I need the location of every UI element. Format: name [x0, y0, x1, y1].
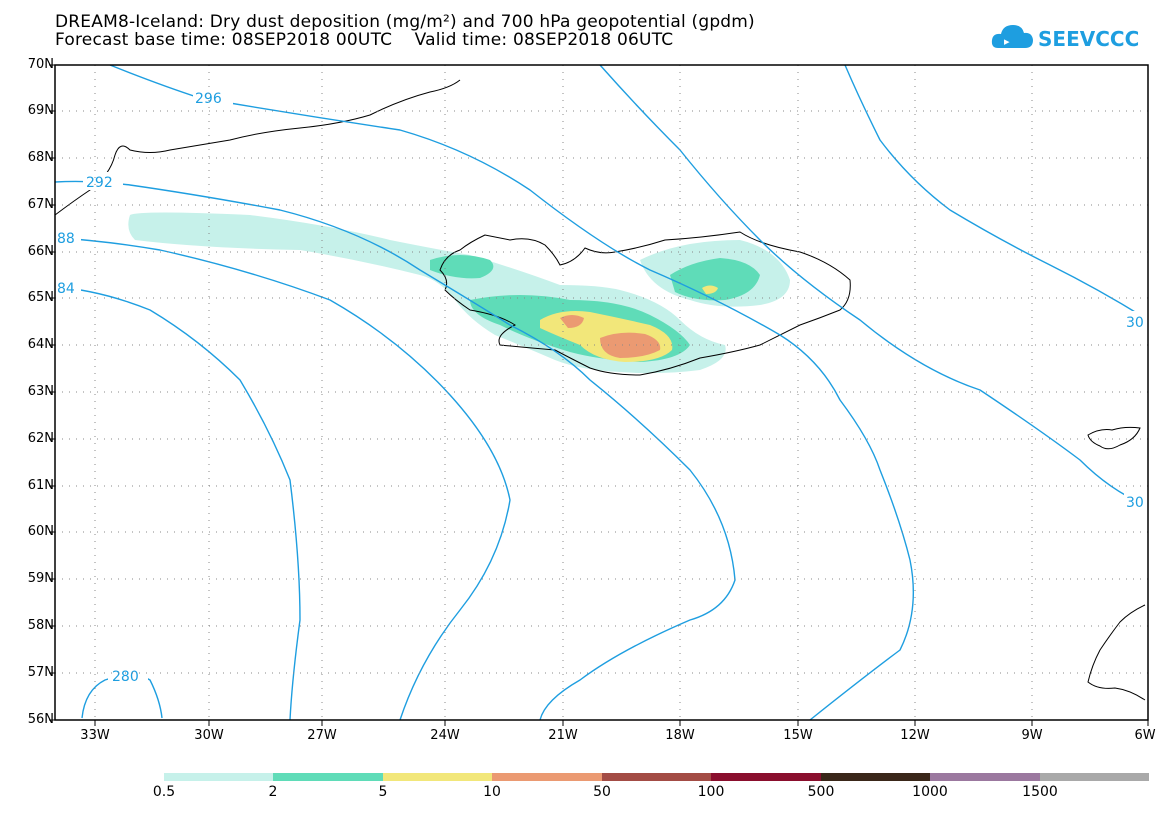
lat-label: 69N	[27, 103, 54, 118]
colorbar-label: 10	[483, 784, 501, 800]
graticule	[55, 65, 1148, 720]
lon-label: 27W	[307, 728, 337, 743]
colorbar-swatch-2	[273, 773, 383, 781]
contour-label-304: 30	[1126, 315, 1144, 331]
colorbar-label: 5	[378, 784, 388, 800]
contour-292	[54, 180, 736, 721]
contour-label-300: 30	[1126, 495, 1144, 511]
map-title: DREAM8-Iceland: Dry dust deposition (mg/…	[55, 12, 755, 32]
lon-label: 21W	[548, 728, 578, 743]
logo-text: SEEVCCC	[1038, 27, 1139, 51]
map-subtitle: Forecast base time: 08SEP2018 00UTC Vali…	[55, 30, 674, 50]
geopotential-contours	[54, 64, 1146, 721]
lon-label: 9W	[1021, 728, 1043, 743]
colorbar-swatch-9	[1040, 773, 1149, 781]
colorbar-swatch-5	[602, 773, 711, 781]
lat-label: 60N	[27, 524, 54, 539]
lat-label: 61N	[27, 478, 54, 493]
lat-label: 66N	[27, 244, 54, 259]
dust-area-5	[540, 285, 718, 362]
contour-label-296: 296	[195, 91, 222, 107]
colorbar-label: 1500	[1022, 784, 1058, 800]
svg-text:▸: ▸	[1004, 35, 1010, 48]
lat-label: 65N	[27, 290, 54, 305]
scotland-coastline	[1087, 604, 1146, 701]
contour-304	[844, 64, 1146, 319]
contour-300	[599, 64, 1146, 506]
colorbar-label: 2	[268, 784, 278, 800]
colorbar-swatch-4	[492, 773, 602, 781]
lat-label: 70N	[27, 57, 54, 72]
lat-label: 64N	[27, 337, 54, 352]
lon-label: 24W	[430, 728, 460, 743]
colorbar-label: 50	[593, 784, 611, 800]
contour-label-292: 292	[86, 175, 113, 191]
lat-label: 58N	[27, 618, 54, 633]
lat-label: 59N	[27, 571, 54, 586]
lon-label: 15W	[783, 728, 813, 743]
colorbar-swatch-7	[821, 773, 930, 781]
colorbar-swatch-6	[711, 773, 821, 781]
lon-label: 12W	[900, 728, 930, 743]
greenland-coastline	[54, 79, 461, 216]
contour-284	[54, 286, 301, 721]
iceland-coastline	[439, 231, 851, 376]
contour-288	[54, 237, 511, 721]
lon-label: 30W	[194, 728, 224, 743]
colorbar-label: 0.5	[152, 784, 176, 800]
dust-deposition-field	[128, 212, 790, 374]
lat-label: 62N	[27, 431, 54, 446]
lon-label: 6W	[1134, 728, 1156, 743]
colorbar-swatch-3	[383, 773, 492, 781]
lat-label: 56N	[27, 712, 54, 727]
colorbar-swatch-1	[164, 773, 273, 781]
dust-area-10	[560, 315, 661, 358]
contour-label-284: 84	[57, 281, 75, 297]
colorbar-label: 500	[807, 784, 835, 800]
seevccc-logo: ▸ SEEVCCC	[991, 25, 1139, 51]
lat-label: 68N	[27, 150, 54, 165]
lon-label: 33W	[80, 728, 110, 743]
contour-296	[109, 64, 914, 721]
faroe-coastline	[1087, 426, 1141, 450]
lat-label: 63N	[27, 384, 54, 399]
lon-label: 18W	[665, 728, 695, 743]
colorbar-label: 1000	[912, 784, 948, 800]
lat-label: 67N	[27, 197, 54, 212]
coastlines	[54, 79, 1146, 701]
lat-label: 57N	[27, 665, 54, 680]
contour-label-288: 88	[57, 231, 75, 247]
colorbar-label: 100	[697, 784, 725, 800]
colorbar-swatch-8	[930, 773, 1040, 781]
colorbar	[164, 773, 1149, 781]
contour-label-280: 280	[112, 669, 139, 685]
